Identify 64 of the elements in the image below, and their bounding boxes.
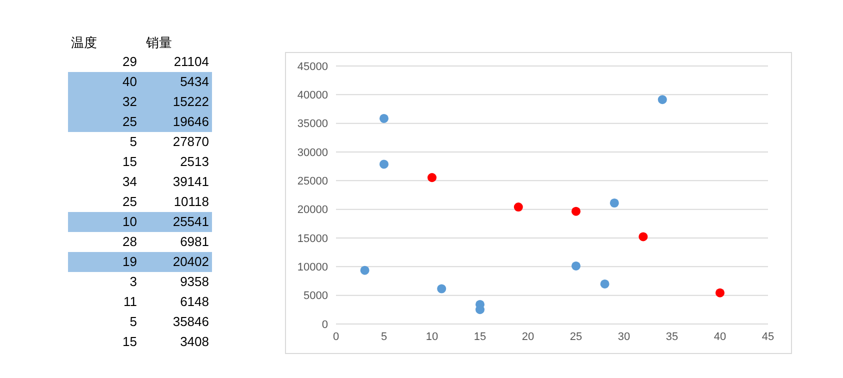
x-tick-label: 25 bbox=[570, 330, 582, 343]
text: 32 bbox=[122, 93, 138, 111]
text: 35846 bbox=[172, 313, 210, 331]
point bbox=[437, 284, 446, 294]
x-tick-label: 30 bbox=[618, 330, 630, 343]
point bbox=[379, 160, 389, 169]
x-tick-label: 0 bbox=[332, 330, 340, 343]
y-tick-label: 20000 bbox=[297, 204, 328, 216]
text: 9358 bbox=[179, 273, 210, 291]
y-tick-label: 0 bbox=[322, 318, 328, 331]
point bbox=[427, 173, 437, 182]
x-tick-label: 40 bbox=[714, 330, 726, 343]
x-tick-label: 10 bbox=[426, 330, 438, 343]
text: 39141 bbox=[172, 173, 210, 191]
y-tick-label: 40000 bbox=[297, 90, 328, 102]
text: 25 bbox=[122, 113, 138, 131]
text: 15 bbox=[122, 153, 138, 171]
point bbox=[571, 261, 581, 270]
text: 10 bbox=[122, 213, 138, 231]
point bbox=[514, 202, 523, 212]
text: 2513 bbox=[179, 153, 210, 171]
text: 25 bbox=[122, 193, 138, 211]
y-tick-label: 30000 bbox=[297, 146, 328, 159]
text: 3408 bbox=[179, 333, 210, 351]
y-tick-label: 25000 bbox=[297, 176, 328, 188]
text: 21104 bbox=[172, 53, 210, 71]
point bbox=[360, 266, 370, 275]
x-tick-label: 45 bbox=[762, 330, 774, 343]
text: 19 bbox=[122, 253, 138, 271]
text: 25541 bbox=[172, 213, 210, 231]
point bbox=[638, 232, 648, 242]
y-tick-label: 45000 bbox=[297, 60, 328, 73]
text: 温度 bbox=[70, 34, 98, 52]
point bbox=[600, 279, 610, 288]
text: 6148 bbox=[179, 293, 210, 311]
text: 5 bbox=[128, 133, 138, 151]
x-tick-label: 15 bbox=[474, 330, 486, 343]
text: 27870 bbox=[172, 133, 210, 151]
point bbox=[658, 95, 667, 104]
text: 3 bbox=[128, 273, 138, 291]
text: 10118 bbox=[172, 193, 210, 211]
x-tick-label: 20 bbox=[522, 330, 534, 343]
text: 5434 bbox=[179, 73, 210, 91]
text: 19646 bbox=[172, 113, 210, 131]
point bbox=[610, 198, 619, 208]
x-tick-label: 35 bbox=[666, 330, 678, 343]
text: 11 bbox=[122, 293, 138, 311]
point bbox=[379, 114, 389, 123]
text: 34 bbox=[122, 173, 138, 191]
x-tick-label: 5 bbox=[380, 330, 388, 343]
text: 6981 bbox=[179, 233, 210, 251]
text: 15222 bbox=[172, 93, 210, 111]
text: 20402 bbox=[172, 253, 210, 271]
text: 29 bbox=[122, 53, 138, 71]
text: 28 bbox=[122, 233, 138, 251]
y-tick-label: 10000 bbox=[297, 262, 328, 274]
y-tick-label: 35000 bbox=[297, 118, 328, 130]
point bbox=[571, 206, 581, 216]
point bbox=[715, 288, 725, 298]
text: 销量 bbox=[145, 34, 173, 52]
y-tick-label: 15000 bbox=[297, 232, 328, 245]
text: 40 bbox=[122, 73, 138, 91]
text: 5 bbox=[128, 313, 138, 331]
y-tick-label: 5000 bbox=[304, 290, 328, 302]
